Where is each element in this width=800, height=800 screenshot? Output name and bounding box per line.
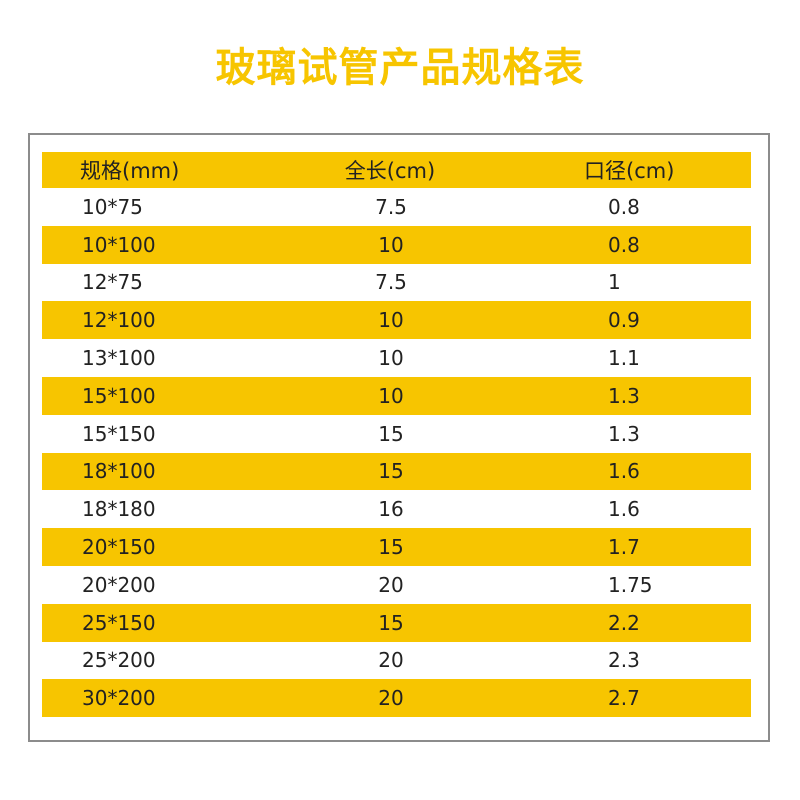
cell-spec: 25*150 xyxy=(82,610,156,635)
cell-diameter: 0.8 xyxy=(608,232,640,257)
cell-diameter: 1.3 xyxy=(608,421,640,446)
cell-length: 15 xyxy=(378,459,404,484)
table-row: 13*100 10 1.1 xyxy=(42,339,751,377)
table-frame xyxy=(28,133,770,742)
cell-length: 16 xyxy=(378,497,404,522)
cell-spec: 25*200 xyxy=(82,648,156,673)
cell-length: 20 xyxy=(378,572,404,597)
table-row: 18*180 16 1.6 xyxy=(42,490,751,528)
cell-spec: 20*200 xyxy=(82,572,156,597)
page-title: 玻璃试管产品规格表 xyxy=(215,45,585,91)
cell-spec: 10*100 xyxy=(82,232,156,257)
cell-spec: 10*75 xyxy=(82,194,143,219)
table-row: 18*100 15 1.6 xyxy=(42,452,751,491)
cell-length: 10 xyxy=(378,308,404,333)
cell-diameter: 0.9 xyxy=(608,308,640,333)
cell-spec: 12*100 xyxy=(82,308,156,333)
cell-diameter: 1.1 xyxy=(608,346,640,371)
cell-length: 10 xyxy=(378,383,404,408)
table-row: 10*100 10 0.8 xyxy=(42,225,751,264)
spec-table: 规格(mm) 全长(cm) 口径(cm) 10*75 7.5 0.8 10*100 10… xyxy=(42,152,751,718)
cell-diameter: 2.2 xyxy=(608,610,640,635)
table-row: 20*150 15 1.7 xyxy=(42,528,751,566)
cell-length: 7.5 xyxy=(375,194,407,219)
cell-spec: 12*75 xyxy=(82,270,143,295)
cell-diameter: 1.6 xyxy=(608,497,640,522)
cell-spec: 13*100 xyxy=(82,346,156,371)
cell-diameter: 1.75 xyxy=(608,572,653,597)
table-row: 25*200 20 2.3 xyxy=(42,642,751,680)
cell-diameter: 0.8 xyxy=(608,194,640,219)
cell-spec: 15*150 xyxy=(82,421,156,446)
table-row: 30*200 20 2.7 xyxy=(42,679,751,718)
table-header-row: 规格(mm) 全长(cm) 口径(cm) xyxy=(42,152,751,188)
cell-spec: 15*100 xyxy=(82,383,156,408)
table-row: 20*200 20 1.75 xyxy=(42,566,751,604)
table-row: 12*100 10 0.9 xyxy=(42,301,751,340)
cell-spec: 18*100 xyxy=(82,459,156,484)
table-row: 15*150 15 1.3 xyxy=(42,415,751,453)
cell-diameter: 1.3 xyxy=(608,383,640,408)
cell-diameter: 2.7 xyxy=(608,686,640,711)
cell-diameter: 2.3 xyxy=(608,648,640,673)
cell-spec: 18*180 xyxy=(82,497,156,522)
header-spec: 规格(mm) xyxy=(80,159,180,183)
cell-spec: 30*200 xyxy=(82,686,156,711)
cell-length: 20 xyxy=(378,686,404,711)
table-row: 10*75 7.5 0.8 xyxy=(42,188,751,226)
cell-diameter: 1.7 xyxy=(608,535,640,560)
cell-length: 10 xyxy=(378,346,404,371)
header-diameter: 口径(cm) xyxy=(584,159,675,183)
cell-spec: 20*150 xyxy=(82,535,156,560)
cell-diameter: 1.6 xyxy=(608,459,640,484)
table-row: 12*75 7.5 1 xyxy=(42,264,751,302)
header-length: 全长(cm) xyxy=(344,159,436,183)
cell-diameter: 1 xyxy=(608,270,621,295)
table-row: 15*100 10 1.3 xyxy=(42,376,751,415)
table-row: 25*150 15 2.2 xyxy=(42,603,751,642)
cell-length: 7.5 xyxy=(375,270,407,295)
cell-length: 15 xyxy=(378,421,404,446)
cell-length: 20 xyxy=(378,648,404,673)
cell-length: 15 xyxy=(378,610,404,635)
cell-length: 15 xyxy=(378,535,404,560)
cell-length: 10 xyxy=(378,232,404,257)
